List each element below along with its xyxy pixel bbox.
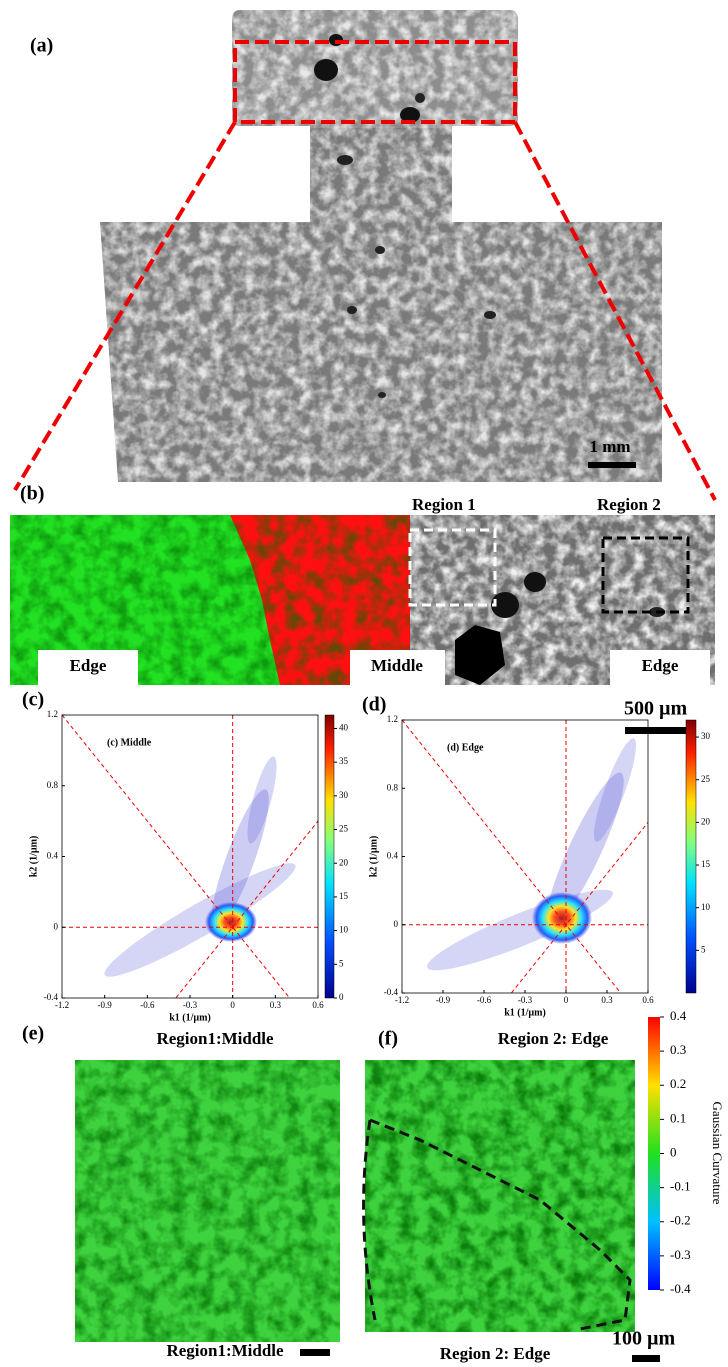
colorbar-tick-label: 20 [701, 816, 711, 826]
colorbar-tick-label: 10 [701, 902, 711, 912]
panel-label: (a) [30, 35, 53, 57]
colorbar-tick-label: 0 [670, 1144, 677, 1159]
x-tick-label: 0.6 [312, 1000, 324, 1010]
panel-label: (b) [20, 483, 44, 505]
colorbar-tick-label: 15 [339, 891, 349, 901]
panel-label: (e) [22, 1023, 44, 1045]
figure: (a) 1 mm (b) Region 1 Region 2 Edge Midd… [0, 0, 728, 1367]
surface-e [75, 1060, 340, 1342]
panel-label: (f) [378, 1028, 398, 1050]
scale-bar [588, 462, 636, 468]
colorbar-tick-label: 0 [339, 992, 344, 1002]
colorbar-tick-label: 5 [701, 944, 706, 954]
y-tick-label: 0.8 [47, 780, 59, 790]
y-axis-label: k2 (1/µm) [28, 836, 39, 878]
chart-title: (d) Edge [447, 742, 484, 753]
colorbar-tick-label: 0.4 [670, 1008, 687, 1023]
colorbar-tick-label: 40 [339, 723, 349, 733]
page: Figure html, body { margin: 0; padding: … [0, 0, 728, 1367]
x-tick-label: -0.3 [518, 995, 533, 1005]
reference-line [402, 720, 648, 1027]
y-tick-label: 0.8 [387, 782, 399, 792]
colorbar-label: Gaussian Curvature [710, 1102, 725, 1205]
plot-frame [62, 715, 318, 998]
scale-bar-label: 1 mm [589, 437, 630, 456]
y-axis-label: k2 (1/µm) [368, 836, 379, 878]
colorbar-tick-label: 0.1 [670, 1110, 686, 1125]
colorbar-tick-label: 10 [339, 925, 349, 935]
panel-label: (c) [22, 689, 44, 711]
y-tick-label: -0.4 [44, 992, 59, 1002]
colorbar [686, 720, 696, 993]
zone-label: Middle [371, 656, 423, 675]
y-tick-label: 1.2 [387, 714, 398, 724]
panel-title: Region1:Middle [156, 1029, 274, 1048]
colorbar-tick-label: 5 [339, 958, 344, 968]
density-cloud [421, 735, 643, 982]
scale-bar [300, 1349, 330, 1356]
region-label: Region 1 [412, 495, 476, 514]
region-label: Region 2 [597, 495, 661, 514]
panel-caption: Region1:Middle [166, 1341, 284, 1360]
colorbar-tick-label: 15 [701, 859, 711, 869]
colorbar-tick-label: -0.2 [670, 1213, 691, 1228]
colorbar-tick-label: -0.1 [670, 1179, 691, 1194]
x-tick-label: -0.3 [183, 1000, 198, 1010]
x-tick-label: -0.6 [477, 995, 492, 1005]
x-tick-label: 0.3 [601, 995, 613, 1005]
panel-label: (d) [362, 694, 386, 716]
zone-label: Edge [642, 656, 679, 675]
x-axis-label: k1 (1/µm) [169, 1012, 211, 1023]
x-tick-label: -0.9 [436, 995, 451, 1005]
y-tick-label: -0.4 [384, 987, 399, 997]
colorbar-tick-label: 20 [339, 857, 349, 867]
colorbar [325, 715, 334, 998]
surface-f [365, 1060, 635, 1332]
panel-title: Region 2: Edge [498, 1029, 609, 1048]
plot-frame [402, 720, 648, 993]
colorbar [648, 1017, 660, 1290]
x-tick-label: 0.6 [642, 995, 654, 1005]
y-tick-label: 0 [54, 921, 59, 931]
colorbar-tick-label: 30 [701, 731, 711, 741]
y-tick-label: 0 [394, 919, 399, 929]
zone-label: Edge [70, 656, 107, 675]
colorbar-tick-label: -0.3 [670, 1247, 691, 1262]
density-cloud [97, 754, 304, 989]
chart-title: (c) Middle [107, 737, 152, 748]
scale-bar [625, 727, 695, 734]
x-tick-label: -0.6 [140, 1000, 155, 1010]
panel-caption: Region 2: Edge [440, 1344, 551, 1363]
colorbar-tick-label: 35 [339, 756, 349, 766]
scale-bar-label: 100 µm [612, 1328, 676, 1350]
y-tick-label: 0.4 [387, 851, 399, 861]
scale-bar-label: 500 µm [624, 698, 688, 720]
body: {"figure": { "panel_a": {"label": "(a)",… [0, 0, 728, 1367]
colorbar-tick-label: 30 [339, 790, 349, 800]
colorbar-tick-label: 25 [339, 824, 349, 834]
colorbar-tick-label: -0.4 [670, 1281, 691, 1296]
y-tick-label: 0.4 [47, 851, 59, 861]
x-tick-label: 0.3 [270, 1000, 282, 1010]
scale-bar [632, 1355, 660, 1362]
x-axis-label: k1 (1/µm) [504, 1007, 546, 1018]
x-tick-label: -0.9 [98, 1000, 113, 1010]
colorbar-tick-label: 25 [701, 774, 711, 784]
colorbar-tick-label: 0.3 [670, 1042, 686, 1057]
x-tick-label: 0 [230, 1000, 235, 1010]
colorbar-tick-label: 0.2 [670, 1076, 686, 1091]
y-tick-label: 1.2 [47, 709, 58, 719]
x-tick-label: 0 [564, 995, 569, 1005]
